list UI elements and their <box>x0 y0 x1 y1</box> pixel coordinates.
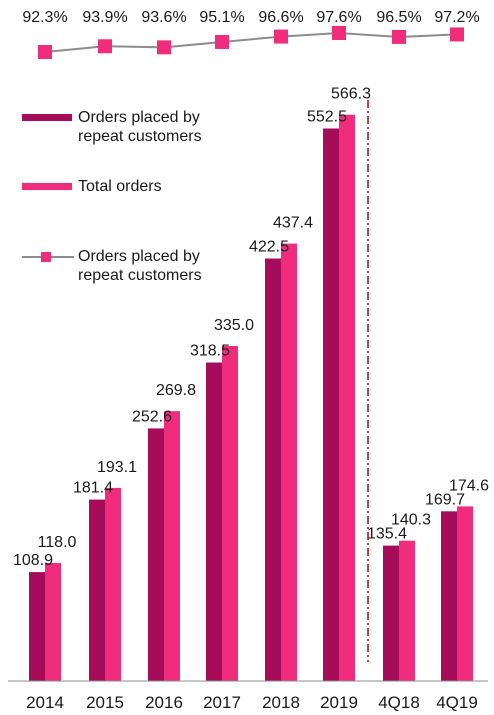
bar-repeat-orders-2014 <box>29 572 45 681</box>
value-label-total-orders: 118.0 <box>38 534 77 551</box>
value-label-repeat-orders: 552.5 <box>307 109 347 126</box>
repeat-rate-label: 96.5% <box>376 9 421 26</box>
value-label-repeat-orders: 252.6 <box>132 408 172 425</box>
bar-repeat-orders-2018 <box>265 258 281 681</box>
repeat-rate-marker-2017 <box>215 34 229 49</box>
repeat-rate-line-group <box>38 26 464 59</box>
value-label-total-orders: 140.3 <box>391 512 431 529</box>
legend-swatch-line <box>22 252 74 262</box>
value-label-repeat-orders: 422.5 <box>249 239 289 256</box>
bar-repeat-orders-4Q19 <box>441 511 457 681</box>
value-label-total-orders: 566.3 <box>331 86 371 103</box>
repeat-rate-label: 93.6% <box>141 9 186 26</box>
x-tick-label: 4Q19 <box>436 693 478 712</box>
bar-total-orders-2018 <box>281 243 297 681</box>
repeat-rate-labels: 92.3% 93.9% 93.6% 95.1% 96.6% 97.6% 96.5% 97.2% <box>22 9 479 26</box>
legend-label: Orders placed by repeat customers <box>78 109 202 145</box>
x-tick-label: 2019 <box>320 693 358 712</box>
bar-total-orders-4Q18 <box>399 540 415 681</box>
value-label-total-orders: 269.8 <box>156 382 196 399</box>
value-label-repeat-orders: 169.7 <box>425 491 465 508</box>
bar-repeat-orders-4Q18 <box>383 545 399 681</box>
repeat-rate-marker-4Q18 <box>392 29 406 44</box>
x-tick-label: 4Q18 <box>378 693 420 712</box>
bar-total-orders-2016 <box>164 411 180 681</box>
repeat-rate-marker-2018 <box>274 29 288 44</box>
legend-marker-square <box>41 252 51 262</box>
value-label-repeat-orders: 181.4 <box>73 480 113 497</box>
repeat-rate-marker-4Q19 <box>450 27 464 42</box>
bar-total-orders-2017 <box>222 346 238 681</box>
legend-label: Total orders <box>78 178 162 195</box>
repeat-rate-label: 96.6% <box>258 9 303 26</box>
repeat-rate-label: 93.9% <box>82 9 127 26</box>
bar-repeat-orders-2017 <box>206 362 222 681</box>
repeat-rate-label: 95.1% <box>199 9 244 26</box>
value-label-repeat-orders: 108.9 <box>13 552 53 569</box>
legend-swatch-total-orders <box>22 183 72 190</box>
value-label-total-orders: 174.6 <box>449 477 489 494</box>
x-tick-labels: 2014 2015 2016 2017 2018 2019 4Q18 4Q19 <box>26 693 478 712</box>
value-label-repeat-orders: 318.5 <box>190 343 230 360</box>
repeat-rate-line <box>44 31 458 53</box>
bar-total-orders-2015 <box>105 487 121 681</box>
value-label-total-orders: 437.4 <box>273 215 313 232</box>
repeat-rate-marker-2016 <box>157 40 171 55</box>
repeat-rate-label: 97.2% <box>434 9 479 26</box>
repeat-rate-label: 97.6% <box>316 9 361 26</box>
x-tick-label: 2017 <box>203 693 241 712</box>
bar-repeat-orders-2019 <box>323 128 339 681</box>
value-label-total-orders: 193.1 <box>97 459 137 476</box>
repeat-rate-marker-2015 <box>98 39 112 54</box>
bar-total-orders-2019 <box>339 114 355 681</box>
x-tick-label: 2015 <box>86 693 124 712</box>
bar-repeat-orders-2016 <box>148 428 164 681</box>
x-tick-label: 2014 <box>26 693 64 712</box>
bar-repeat-orders-2015 <box>89 499 105 681</box>
x-tick-label: 2018 <box>262 693 300 712</box>
x-tick-label: 2016 <box>145 693 183 712</box>
legend-label: Orders placed by repeat customers <box>78 248 202 284</box>
bar-total-orders-2014 <box>45 563 61 681</box>
repeat-rate-label: 92.3% <box>22 9 67 26</box>
value-label-total-orders: 335.0 <box>214 317 254 334</box>
repeat-rate-marker-2014 <box>38 45 52 59</box>
bar-series-group <box>29 114 473 681</box>
value-label-repeat-orders: 135.4 <box>367 526 407 543</box>
legend-swatch-repeat-orders <box>22 114 72 121</box>
bar-total-orders-4Q19 <box>457 506 473 681</box>
repeat-rate-marker-2019 <box>332 26 346 40</box>
